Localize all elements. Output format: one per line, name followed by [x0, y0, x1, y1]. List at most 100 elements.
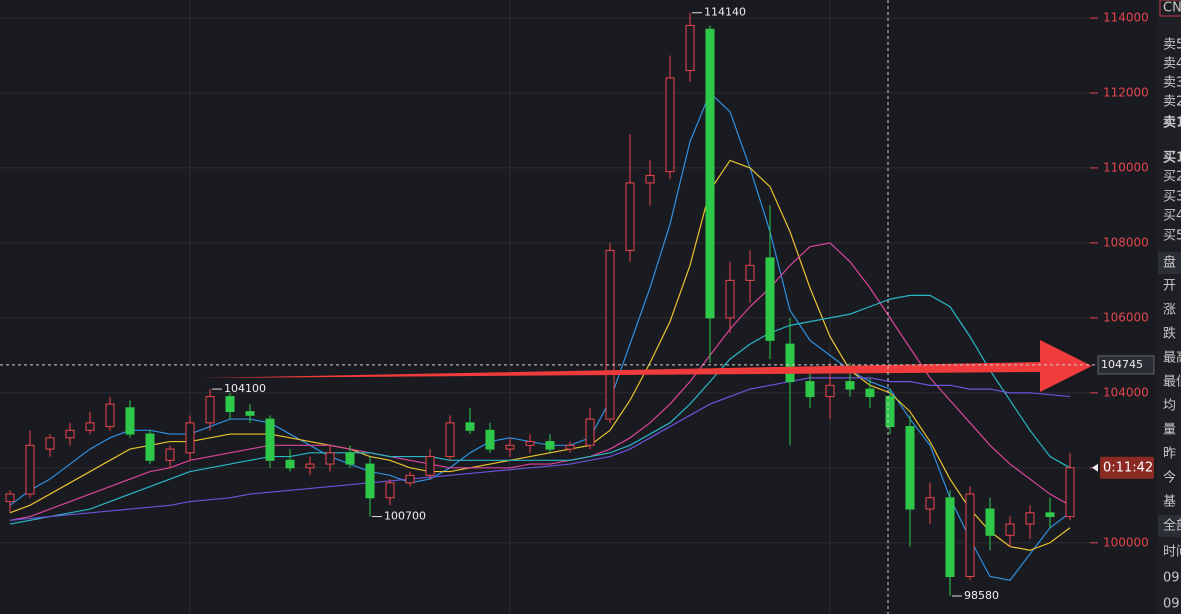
candle-body	[1045, 512, 1055, 518]
panel-label: 09:	[1163, 571, 1181, 586]
candle-body	[745, 264, 755, 281]
red-arrow	[200, 340, 1092, 392]
panel-label: 卖3	[1163, 76, 1181, 91]
candle-body	[525, 441, 535, 446]
candle-body	[1025, 512, 1035, 525]
cn-box	[1159, 0, 1181, 17]
candle-body	[585, 418, 595, 446]
panel-label: 买5	[1163, 229, 1181, 244]
y-tick-label: 106000	[1103, 310, 1149, 324]
candle-body	[185, 422, 195, 454]
candle-body	[505, 444, 515, 450]
panel-labels: CN 卖5 卖4 卖3 卖2 卖1 买1 买2 买3 买4 买5 盘开涨跌最高最低均量昨今基全部时间 0…	[1158, 0, 1181, 612]
panel-label: 卖2	[1163, 95, 1181, 110]
candle-body	[865, 388, 875, 398]
candle-body	[965, 493, 975, 578]
candle-body	[565, 444, 575, 450]
candle-body	[165, 448, 175, 461]
annotation-label: 98580	[964, 589, 999, 602]
panel-label: 基	[1163, 495, 1176, 510]
panel-label: CN	[1163, 1, 1181, 16]
candle-body	[885, 396, 895, 428]
candle-body	[645, 174, 655, 184]
candle-body	[925, 497, 935, 510]
candle-body	[105, 403, 115, 428]
candle-body	[805, 381, 815, 398]
panel-label: 卖5	[1163, 38, 1181, 53]
candle-body	[5, 493, 15, 503]
layer: 1000001020001040001060001080001100001120…	[0, 6, 1149, 602]
candle-body	[65, 429, 75, 439]
candle-body	[445, 422, 455, 458]
panel-label: 量	[1163, 423, 1176, 438]
candle-body	[345, 452, 355, 465]
panel-label: 买4	[1163, 209, 1181, 224]
candle-body	[725, 279, 735, 319]
panel-label: 全部	[1163, 518, 1181, 534]
candle-body	[125, 407, 135, 435]
candle-body	[945, 497, 955, 578]
y-tick-label: 112000	[1103, 85, 1149, 99]
panel-label: 最低	[1163, 375, 1181, 390]
candle-body	[625, 182, 635, 251]
v-grid	[189, 0, 831, 614]
panel-label: 最高	[1163, 350, 1181, 366]
panel-label: 09:	[1163, 597, 1181, 612]
tab-box	[1158, 252, 1181, 274]
countdown-pointer	[1092, 463, 1098, 472]
candle-body	[325, 452, 335, 465]
candle-body	[225, 396, 235, 413]
annotation-label: 100700	[384, 510, 426, 523]
candle-body	[785, 343, 795, 383]
candle-body	[45, 437, 55, 450]
panel-label: 均	[1163, 399, 1176, 414]
candle-body	[545, 441, 555, 450]
panel-label: 卖4	[1163, 57, 1181, 72]
candle-body	[245, 411, 255, 416]
candle-body	[705, 28, 715, 319]
tab-box	[1158, 515, 1181, 537]
annotation-label: 104100	[224, 382, 266, 395]
candle-body	[25, 444, 35, 495]
candle-body	[205, 396, 215, 424]
candle-body	[425, 456, 435, 476]
plot-bg	[0, 0, 1157, 614]
candle-body	[605, 249, 615, 420]
candle-body	[685, 24, 695, 71]
countdown: 0:11:42	[1103, 460, 1153, 475]
y-tick-label: 110000	[1103, 160, 1149, 174]
candle-body	[905, 426, 915, 510]
candle-body	[485, 429, 495, 450]
candle-body	[265, 418, 275, 461]
candle-body	[1005, 523, 1015, 536]
panel-label: 跌	[1163, 326, 1176, 342]
candle-body	[365, 463, 375, 499]
panel-label: 开	[1163, 279, 1176, 294]
candle-body	[285, 459, 295, 469]
panel-label: 卖1	[1163, 115, 1181, 131]
cursor-price: 104745	[1101, 358, 1143, 371]
candle-body	[825, 384, 835, 398]
ma-line	[9, 242, 1071, 521]
candle-body	[305, 463, 315, 469]
cursor-price-box	[1097, 355, 1155, 375]
panel-label: 昨	[1163, 447, 1176, 462]
panel-label: 涨	[1163, 303, 1176, 318]
panel-label: 盘	[1163, 255, 1176, 271]
countdown-box	[1100, 456, 1154, 479]
candle-body	[465, 422, 475, 431]
panel-label: 买2	[1163, 170, 1181, 185]
y-tick-label: 100000	[1103, 535, 1149, 549]
annotation-label: 114140	[704, 6, 746, 19]
panel-label: 买1	[1163, 151, 1181, 166]
side-panel	[1157, 0, 1181, 614]
ma-line	[9, 377, 1071, 521]
y-tick-label: 104000	[1103, 385, 1149, 399]
panel-label: 时间	[1163, 545, 1181, 560]
panel-label: 买3	[1163, 190, 1181, 205]
candle-body	[845, 381, 855, 390]
candle-body	[1065, 467, 1075, 518]
candle-body	[405, 474, 415, 484]
